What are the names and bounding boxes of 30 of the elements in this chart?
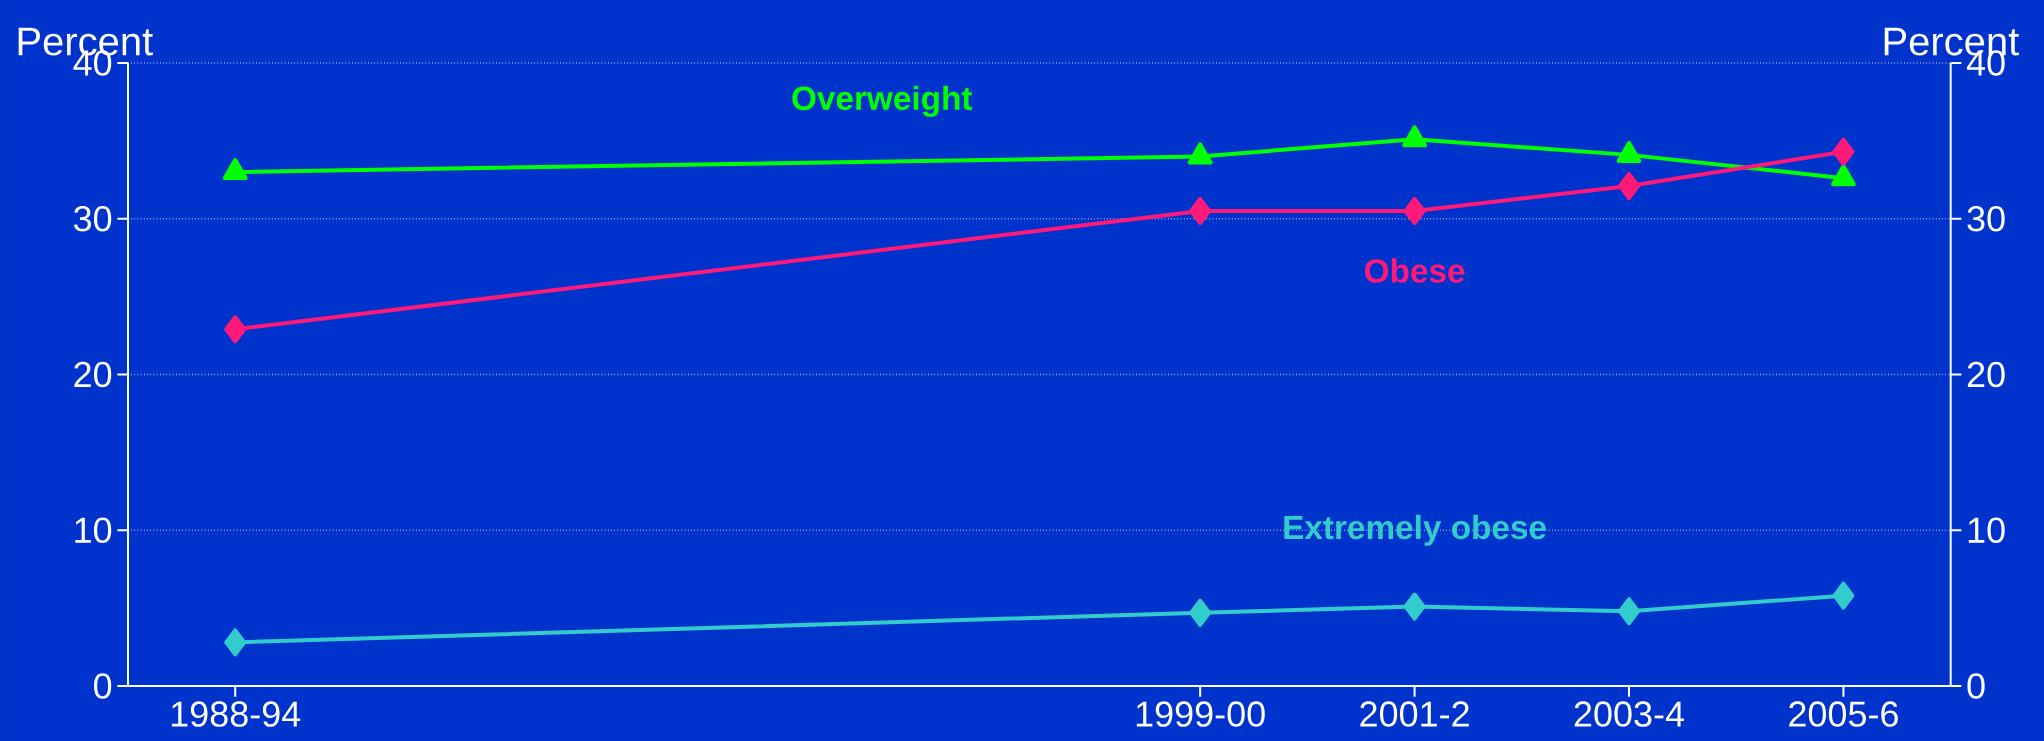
point: [222, 158, 248, 181]
point: [1189, 598, 1212, 627]
point: [1402, 125, 1427, 148]
point: [1403, 592, 1426, 621]
y-tick-label: 0: [94, 673, 112, 699]
series-label: Obese: [1364, 258, 1465, 283]
y2-tick-label: 20: [1967, 361, 2005, 388]
point: [1403, 196, 1426, 225]
point: [1832, 581, 1855, 610]
point: [1189, 196, 1212, 225]
point: [1618, 597, 1641, 626]
point: [1831, 164, 1856, 187]
y2-tick-label: 10: [1968, 517, 2005, 543]
x-tick-label: 2005-6: [1789, 701, 1898, 727]
y-tick-label: 30: [73, 205, 112, 232]
y2-tick-label: 0: [1967, 673, 1985, 699]
point: [1616, 140, 1642, 163]
x-tick-label: 1988-94: [171, 701, 301, 727]
y-tick-label: 10: [75, 517, 112, 543]
x-tick-label: 2003-4: [1574, 701, 1684, 727]
y2-tick-label: 30: [1967, 205, 2005, 232]
point: [224, 315, 247, 344]
point: [224, 628, 247, 657]
point: [1187, 142, 1213, 165]
y-tick-label: 20: [74, 361, 112, 388]
series-label: Overweight: [792, 85, 973, 117]
x-tick-label: 2001-2: [1360, 701, 1469, 727]
x-tick-label: 1999-00: [1136, 701, 1265, 727]
series-label: Extremely obese: [1284, 514, 1546, 546]
point: [1832, 137, 1855, 166]
